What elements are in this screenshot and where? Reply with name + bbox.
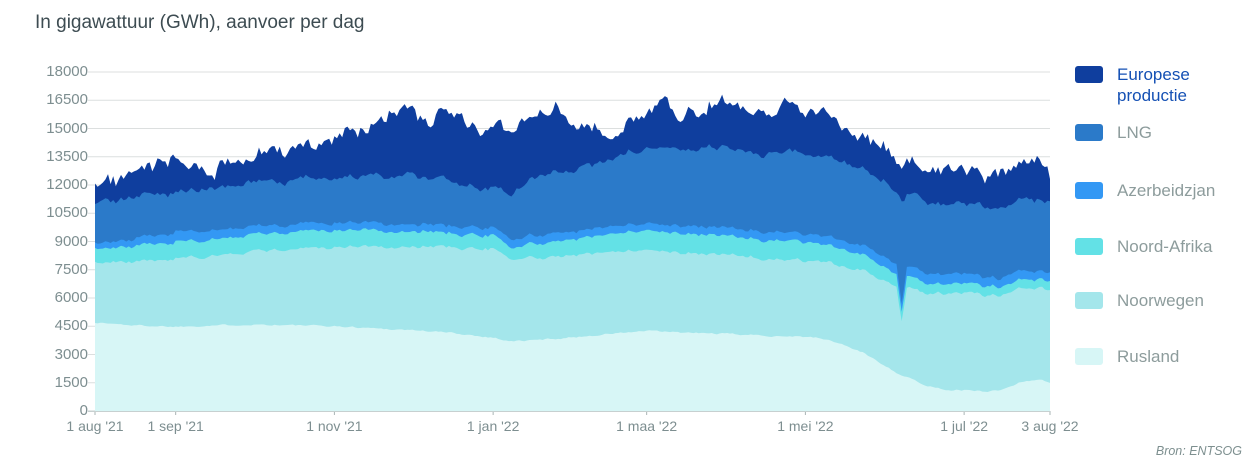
- legend-swatch-lng: [1075, 124, 1103, 141]
- y-tick-label-10500: 10500: [46, 204, 88, 222]
- legend-item-europese-productie[interactable]: Europese productie: [1075, 64, 1235, 106]
- y-tick-label-16500: 16500: [46, 91, 88, 109]
- legend-item-noord-afrika[interactable]: Noord-Afrika: [1075, 236, 1235, 257]
- legend-label-europese-productie: Europese productie: [1117, 65, 1190, 105]
- legend-label-noord-afrika: Noord-Afrika: [1117, 237, 1213, 256]
- y-tick-label-3000: 3000: [54, 345, 88, 363]
- x-tick-label-1-aug-21: 1 aug '21: [66, 418, 124, 434]
- legend-swatch-rusland: [1075, 348, 1103, 365]
- y-tick-label-18000: 18000: [46, 63, 88, 80]
- y-tick-label-7500: 7500: [54, 260, 88, 278]
- legend-swatch-europese-productie: [1075, 66, 1103, 83]
- x-tick-label-1-nov-21: 1 nov '21: [306, 418, 363, 434]
- y-tick-label-1500: 1500: [54, 373, 88, 391]
- legend-item-azerbeidzjan[interactable]: Azerbeidzjan: [1075, 180, 1235, 201]
- legend-label-azerbeidzjan: Azerbeidzjan: [1117, 181, 1216, 200]
- y-tick-label-9000: 9000: [54, 232, 88, 250]
- y-tick-label-0: 0: [79, 402, 88, 419]
- y-tick-label-15000: 15000: [46, 119, 88, 137]
- legend-item-noorwegen[interactable]: Noorwegen: [1075, 290, 1235, 311]
- x-tick-label-1-sep-21: 1 sep '21: [147, 418, 204, 434]
- legend-item-rusland[interactable]: Rusland: [1075, 346, 1235, 367]
- y-tick-label-4500: 4500: [54, 317, 88, 335]
- legend-swatch-noorwegen: [1075, 292, 1103, 309]
- y-tick-label-13500: 13500: [46, 147, 88, 165]
- x-tick-label-1-jan-22: 1 jan '22: [466, 418, 520, 434]
- x-tick-label-3-aug-22: 3 aug '22: [1021, 418, 1079, 434]
- x-tick-label-1-maa-22: 1 maa '22: [616, 418, 678, 434]
- legend-item-lng[interactable]: LNG: [1075, 122, 1235, 143]
- x-tick-label-1-jul-22: 1 jul '22: [940, 418, 989, 434]
- legend-swatch-azerbeidzjan: [1075, 182, 1103, 199]
- y-tick-label-12000: 12000: [46, 176, 88, 193]
- legend-swatch-noord-afrika: [1075, 238, 1103, 255]
- chart-title: In gigawattuur (GWh), aanvoer per dag: [35, 12, 365, 33]
- y-tick-label-6000: 6000: [54, 289, 88, 306]
- x-tick-label-1-mei-22: 1 mei '22: [777, 418, 834, 434]
- area-series-rusland: [95, 322, 1050, 411]
- source-note: Bron: ENTSOG: [1155, 444, 1242, 458]
- legend-label-rusland: Rusland: [1117, 347, 1180, 366]
- legend-label-noorwegen: Noorwegen: [1117, 291, 1204, 310]
- legend-label-lng: LNG: [1117, 123, 1152, 142]
